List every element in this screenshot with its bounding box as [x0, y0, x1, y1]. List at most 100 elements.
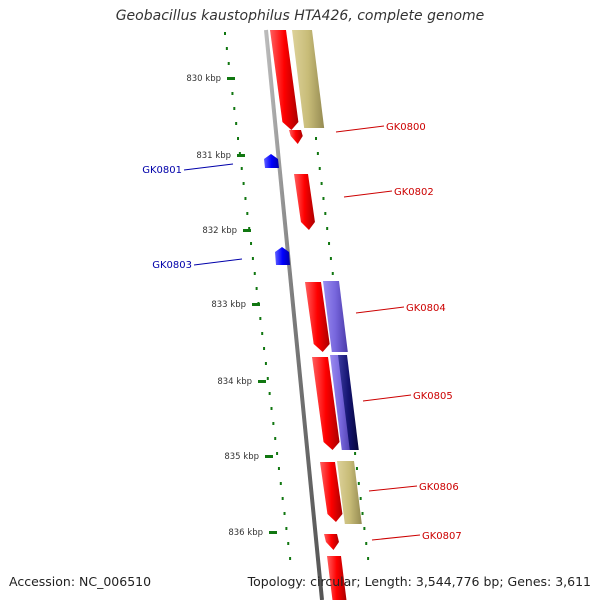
gc-dot: [266, 377, 269, 380]
cds-feature: [270, 30, 299, 130]
gc-dot: [315, 137, 318, 140]
gc-dot: [274, 437, 277, 440]
gene-leader-line: [355, 306, 405, 314]
gene-leader-line: [343, 190, 393, 198]
gc-dot: [320, 182, 323, 185]
gene-leader-line: [335, 125, 385, 133]
gc-dot: [326, 227, 329, 230]
ruler-tick-label: 830 kbp: [186, 74, 221, 84]
cds-feature: [320, 462, 343, 522]
cds-feature-reverse: [275, 247, 290, 265]
ruler-tick: [237, 154, 245, 157]
gc-dot: [328, 242, 331, 245]
gc-dot: [287, 542, 290, 545]
gc-dot: [316, 152, 319, 155]
gc-dot: [318, 167, 321, 170]
gc-dot: [268, 392, 271, 395]
gene-label: GK0807: [422, 531, 462, 542]
gc-dot: [255, 287, 258, 290]
gc-dot: [233, 107, 236, 110]
gc-dot: [244, 197, 247, 200]
gc-dot: [331, 272, 334, 275]
gc-dot: [276, 452, 279, 455]
gc-dot: [251, 257, 254, 260]
gc-dot: [259, 317, 262, 320]
gene-leader-line: [193, 258, 243, 266]
gene-label: GK0801: [142, 165, 182, 176]
cds-feature: [312, 357, 340, 450]
gc-dot: [322, 197, 325, 200]
gc-dot: [224, 32, 226, 35]
gc-dot: [261, 332, 264, 335]
gene-label: GK0803: [152, 260, 192, 271]
backbone: [264, 29, 324, 601]
gc-dot: [235, 122, 238, 125]
gc-dot: [231, 92, 234, 95]
gc-dot: [225, 47, 228, 50]
gc-dot: [357, 482, 360, 485]
gene-label: GK0802: [394, 187, 434, 198]
gene-label: GK0805: [413, 391, 453, 402]
gc-dot: [285, 527, 288, 530]
ruler: 830 kbp 831 kbp 832 kbp 833 kbp 834 kbp 835 k…: [186, 74, 277, 538]
genome-summary: Topology: circular; Length: 3,544,776 bp…: [247, 574, 591, 589]
gc-dot: [237, 137, 240, 140]
feature-track: [264, 30, 362, 600]
gc-dot: [329, 257, 332, 260]
accession-label: Accession: NC_006510: [9, 574, 152, 589]
gc-dot: [283, 512, 286, 515]
gene-leader-line: [362, 394, 412, 402]
gc-dot: [363, 527, 366, 530]
ruler-tick: [258, 380, 266, 383]
cds-feature: [324, 534, 339, 550]
gc-dot: [277, 467, 280, 470]
gc-dot: [324, 212, 327, 215]
gc-dot: [238, 152, 241, 155]
cds-feature: [294, 174, 315, 230]
cds-feature: [330, 355, 352, 450]
gc-dot: [272, 422, 275, 425]
gc-dot: [359, 497, 362, 500]
gc-dot: [355, 467, 358, 470]
gc-dot: [240, 167, 243, 170]
ruler-tick: [227, 77, 235, 80]
gc-dot: [242, 182, 245, 185]
gene-labels: GK0800 GK0801 GK0802 GK0803 GK0804 GK0805 GK08…: [142, 122, 462, 542]
cds-feature: [337, 461, 362, 524]
map-title: Geobacillus kaustophilus HTA426, complet…: [115, 8, 485, 24]
gc-dot: [248, 227, 251, 230]
gc-dot: [281, 497, 284, 500]
gc-dot: [289, 557, 292, 560]
gc-dot: [354, 452, 357, 455]
cds-feature: [338, 355, 359, 450]
gc-dot: [227, 62, 230, 65]
gc-dot: [264, 362, 267, 365]
gene-leader-line: [183, 163, 234, 171]
gene-leader-line: [368, 485, 418, 492]
ruler-tick: [269, 531, 277, 534]
gc-dot: [250, 242, 253, 245]
ruler-tick-label: 833 kbp: [211, 300, 246, 310]
cds-feature: [289, 130, 303, 144]
ruler-tick-label: 832 kbp: [202, 226, 237, 236]
gene-label: GK0806: [419, 482, 459, 493]
gene-label: GK0800: [386, 122, 426, 133]
ruler-tick-label: 834 kbp: [217, 377, 252, 387]
ruler-tick: [243, 229, 251, 232]
gc-dot: [263, 347, 266, 350]
gc-dot: [253, 272, 256, 275]
gc-dot: [246, 212, 249, 215]
ruler-tick-label: 831 kbp: [196, 151, 231, 161]
gc-dot: [367, 557, 370, 560]
ruler-tick-label: 836 kbp: [228, 528, 263, 538]
ruler-tick-label: 835 kbp: [224, 452, 259, 462]
cds-feature: [327, 556, 347, 600]
ruler-tick: [252, 303, 260, 306]
backbone-line: [264, 29, 324, 601]
ruler-tick: [265, 455, 273, 458]
cds-feature: [323, 281, 348, 352]
gene-leader-line: [371, 534, 421, 541]
gc-dot: [279, 482, 282, 485]
